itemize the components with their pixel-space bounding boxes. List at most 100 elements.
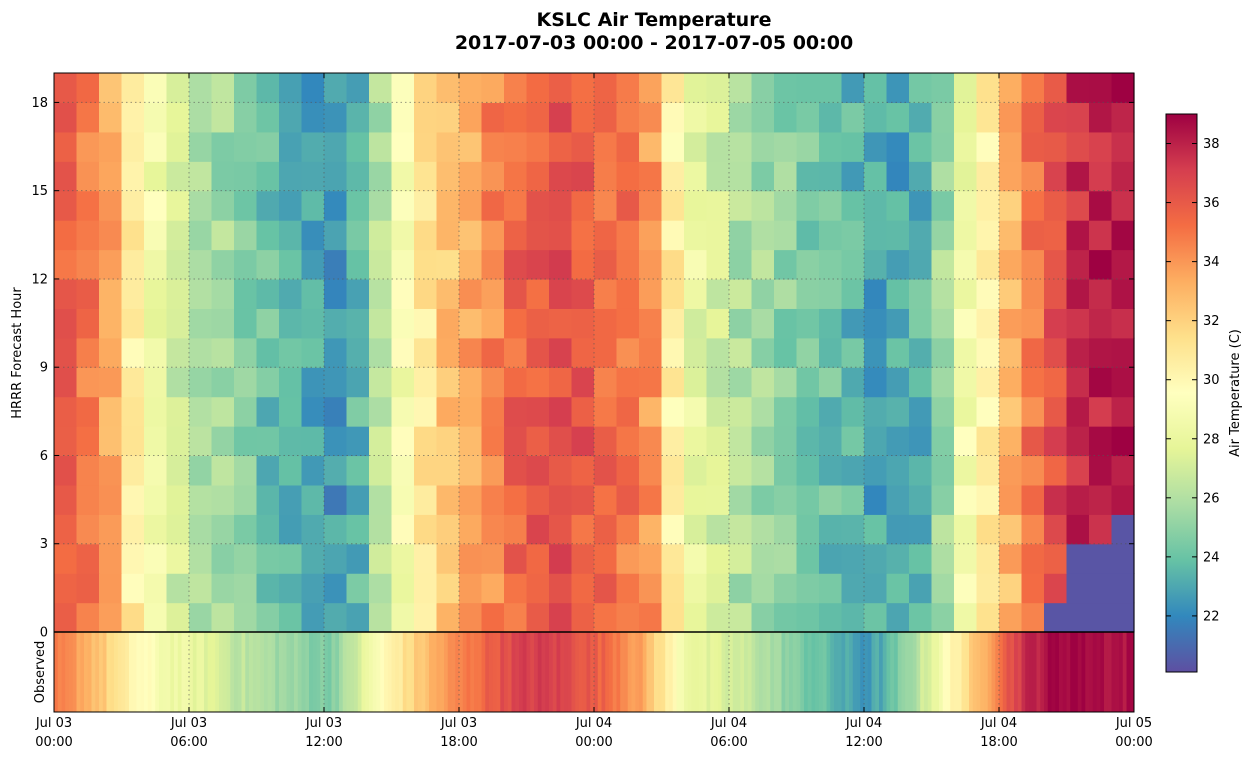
heatmap-cell xyxy=(301,131,325,162)
x-tick-label-day: Jul 05 xyxy=(1115,716,1152,731)
observed-cell xyxy=(605,632,610,712)
heatmap-cell xyxy=(301,426,325,457)
heatmap-cell xyxy=(459,220,483,251)
heatmap-cell xyxy=(324,396,348,427)
heatmap-cell xyxy=(459,190,483,221)
heatmap-cell xyxy=(436,190,460,221)
heatmap-cell xyxy=(414,426,438,457)
heatmap-cell xyxy=(76,484,100,515)
heatmap-cell xyxy=(864,131,888,162)
heatmap-cell xyxy=(99,573,123,604)
observed-cell xyxy=(1021,632,1026,712)
heatmap-cell xyxy=(54,102,78,133)
observed-cell xyxy=(879,632,884,712)
heatmap-cell xyxy=(751,396,775,427)
heatmap-cell xyxy=(279,396,303,427)
colorbar-tick-label: 28 xyxy=(1203,432,1220,447)
heatmap-cell xyxy=(526,514,550,545)
heatmap-cell xyxy=(504,249,528,280)
heatmap-cell xyxy=(571,249,595,280)
observed-cell xyxy=(594,632,599,712)
observed-cell xyxy=(740,632,745,712)
heatmap-cell xyxy=(144,367,168,398)
heatmap-cell xyxy=(211,396,235,427)
heatmap-cell xyxy=(121,367,145,398)
observed-cell xyxy=(1074,632,1079,712)
heatmap-cell xyxy=(796,396,820,427)
heatmap-cell xyxy=(864,73,888,104)
heatmap-cell xyxy=(549,573,573,604)
heatmap-cell xyxy=(751,131,775,162)
heatmap-cell xyxy=(459,337,483,368)
heatmap-cell xyxy=(54,278,78,309)
heatmap-cell xyxy=(526,131,550,162)
heatmap-cell xyxy=(909,396,933,427)
observed-cell xyxy=(369,632,374,712)
observed-cell xyxy=(200,632,205,712)
observed-cell xyxy=(207,632,212,712)
heatmap-cell xyxy=(234,190,258,221)
heatmap-cell xyxy=(99,367,123,398)
heatmap-cell xyxy=(571,278,595,309)
heatmap-cell xyxy=(751,602,775,633)
observed-cell xyxy=(744,632,749,712)
observed-cell xyxy=(541,632,546,712)
observed-cell xyxy=(462,632,467,712)
heatmap-cell xyxy=(211,308,235,339)
heatmap-cell xyxy=(639,543,663,574)
observed-cell xyxy=(331,632,336,712)
heatmap-cell xyxy=(211,337,235,368)
observed-cell xyxy=(961,632,966,712)
heatmap-cell xyxy=(1044,131,1068,162)
observed-cell xyxy=(485,632,490,712)
heatmap-cell xyxy=(1044,514,1068,545)
heatmap-cell xyxy=(414,514,438,545)
heatmap-cell xyxy=(684,484,708,515)
heatmap-cell xyxy=(301,573,325,604)
heatmap-cell xyxy=(729,543,753,574)
heatmap-cell xyxy=(504,190,528,221)
heatmap-cell xyxy=(121,220,145,251)
heatmap-cell xyxy=(796,190,820,221)
heatmap-cell xyxy=(751,573,775,604)
observed-strip xyxy=(54,632,1135,712)
observed-cell xyxy=(1081,632,1086,712)
heatmap-cell xyxy=(504,573,528,604)
heatmap-cell xyxy=(324,484,348,515)
observed-cell xyxy=(372,632,377,712)
heatmap-cell xyxy=(436,220,460,251)
observed-cell xyxy=(177,632,182,712)
heatmap-cell xyxy=(684,190,708,221)
heatmap-cell xyxy=(571,426,595,457)
heatmap-cell xyxy=(616,337,640,368)
heatmap-cell xyxy=(414,455,438,486)
heatmap-cell xyxy=(774,367,798,398)
heatmap-cell xyxy=(504,220,528,251)
heatmap-cell xyxy=(661,102,685,133)
heatmap-cell xyxy=(999,220,1023,251)
heatmap-cell xyxy=(886,543,910,574)
heatmap-cell xyxy=(256,249,280,280)
observed-cell xyxy=(980,632,985,712)
heatmap-cell xyxy=(909,278,933,309)
colorbar-tick-label: 36 xyxy=(1203,196,1220,211)
heatmap-cell xyxy=(751,367,775,398)
heatmap-cell xyxy=(661,73,685,104)
heatmap-cell xyxy=(864,543,888,574)
heatmap-cell xyxy=(414,543,438,574)
observed-cell xyxy=(706,632,711,712)
heatmap-cell xyxy=(931,102,955,133)
heatmap-cell xyxy=(931,396,955,427)
heatmap-cell xyxy=(144,543,168,574)
heatmap-cell xyxy=(391,337,415,368)
observed-cell xyxy=(342,632,347,712)
heatmap-cell xyxy=(1021,514,1045,545)
heatmap-cell xyxy=(324,161,348,192)
heatmap-cell xyxy=(234,514,258,545)
heatmap-cell xyxy=(99,484,123,515)
observed-cell xyxy=(106,632,111,712)
observed-cell xyxy=(642,632,647,712)
heatmap-cell xyxy=(54,337,78,368)
heatmap-cell xyxy=(1066,337,1090,368)
heatmap-cell xyxy=(931,220,955,251)
